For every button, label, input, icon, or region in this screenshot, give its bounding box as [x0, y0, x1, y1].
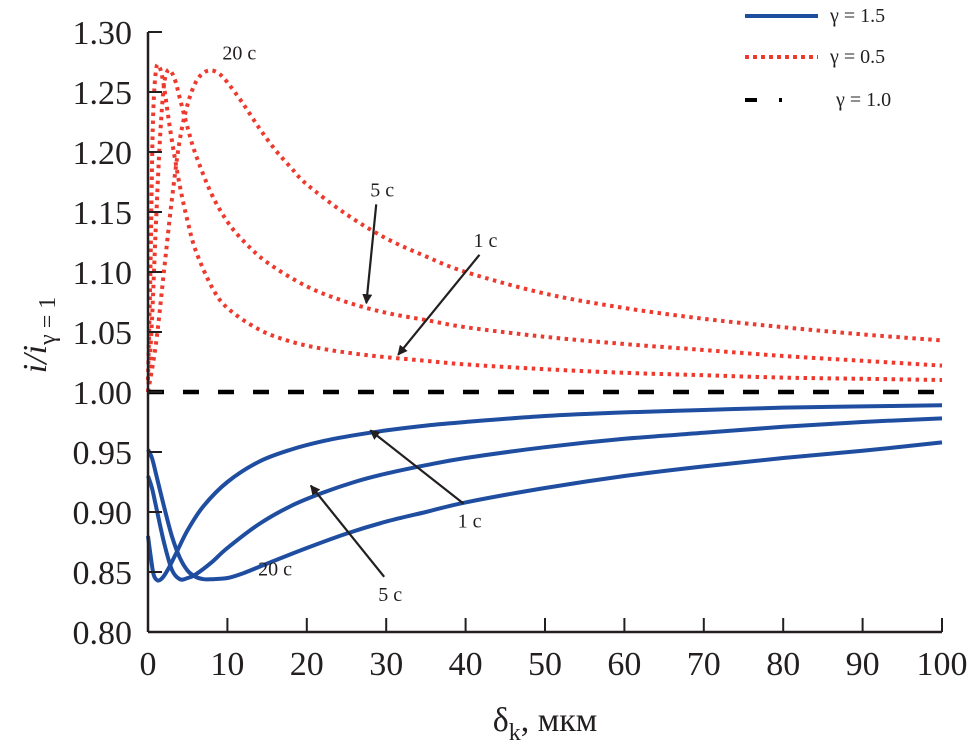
- series-line-gamma-0-5-4: [146, 67, 943, 393]
- x-tick-label: 10: [210, 646, 244, 683]
- x-ticks-group: 0 10 20 30 40 50 60 70 80 90 100: [140, 618, 968, 683]
- curves-group: [146, 62, 943, 583]
- legend-label: γ = 1.5: [829, 5, 885, 27]
- y-tick-label: 1.05: [73, 315, 133, 352]
- annotation-label: 5 с: [378, 584, 402, 606]
- y-axis-title-sub: γ = 1: [35, 297, 61, 346]
- y-tick-label: 1.25: [73, 75, 133, 112]
- axes-group: [146, 32, 942, 634]
- legend-item-gamma-0-5: γ = 0.5: [745, 46, 885, 68]
- x-tick-label: 50: [528, 646, 562, 683]
- x-tick-label: 60: [607, 646, 641, 683]
- x-tick-label: 40: [449, 646, 483, 683]
- y-tick-label: 1.15: [73, 195, 133, 232]
- annotation-arrow: [397, 254, 481, 356]
- series-line-gamma-1-5-1: [146, 416, 943, 582]
- series-line-gamma-0-5-5: [146, 68, 943, 393]
- x-axis-title-main: δ: [493, 702, 509, 739]
- series-line-gamma-1-5-0: [146, 403, 943, 583]
- series-line-gamma-1-5-2: [146, 440, 943, 582]
- x-tick-label: 80: [766, 646, 800, 683]
- x-tick-label: 30: [369, 646, 403, 683]
- x-tick-label: 0: [140, 646, 157, 683]
- y-tick-label: 0.95: [73, 435, 133, 472]
- annotation-label: 5 с: [370, 179, 394, 201]
- annotation-arrow: [309, 484, 386, 578]
- x-axis-title: δk, мкм: [493, 702, 598, 746]
- annotation-label: 20 с: [222, 43, 256, 65]
- legend-item-gamma-1-0: γ = 1.0: [745, 89, 891, 111]
- legend-item-gamma-1-5: γ = 1.5: [745, 5, 885, 27]
- x-axis-title-unit: , мкм: [521, 702, 598, 739]
- series-line-gamma-0-5-3: [146, 62, 943, 382]
- x-axis-title-sub: k: [509, 720, 521, 746]
- legend-label: γ = 1.0: [835, 89, 891, 111]
- legend: γ = 1.5 γ = 0.5 γ = 1.0: [745, 5, 891, 111]
- annotation-arrow: [362, 204, 378, 305]
- y-tick-label: 1.10: [73, 255, 133, 292]
- y-tick-label: 1.00: [73, 375, 133, 412]
- annotation-arrow: [369, 429, 465, 505]
- x-tick-label: 20: [290, 646, 324, 683]
- y-tick-label: 0.90: [73, 495, 133, 532]
- y-tick-label: 1.30: [73, 15, 133, 52]
- annotation-label: 1 с: [458, 511, 482, 533]
- x-tick-label: 70: [687, 646, 721, 683]
- legend-label: γ = 0.5: [829, 46, 885, 68]
- y-axis-title: i/iγ = 1: [17, 297, 61, 373]
- y-tick-label: 0.80: [73, 615, 133, 652]
- x-tick-label: 100: [917, 646, 968, 683]
- y-tick-label: 1.20: [73, 135, 133, 172]
- annotation-label: 1 с: [474, 230, 498, 252]
- annotation-label: 20 с: [258, 559, 292, 581]
- y-ticks-group: 0.80 0.85 0.90 0.95 1.00 1.05 1.10 1.15 1.20 1.25…: [73, 15, 162, 652]
- x-tick-label: 90: [846, 646, 880, 683]
- annotations-group: 20 с 5 с 1 с 20 с 1 с 5 с: [222, 43, 497, 606]
- y-tick-label: 0.85: [73, 555, 133, 592]
- y-axis-title-main: i/i: [17, 345, 54, 373]
